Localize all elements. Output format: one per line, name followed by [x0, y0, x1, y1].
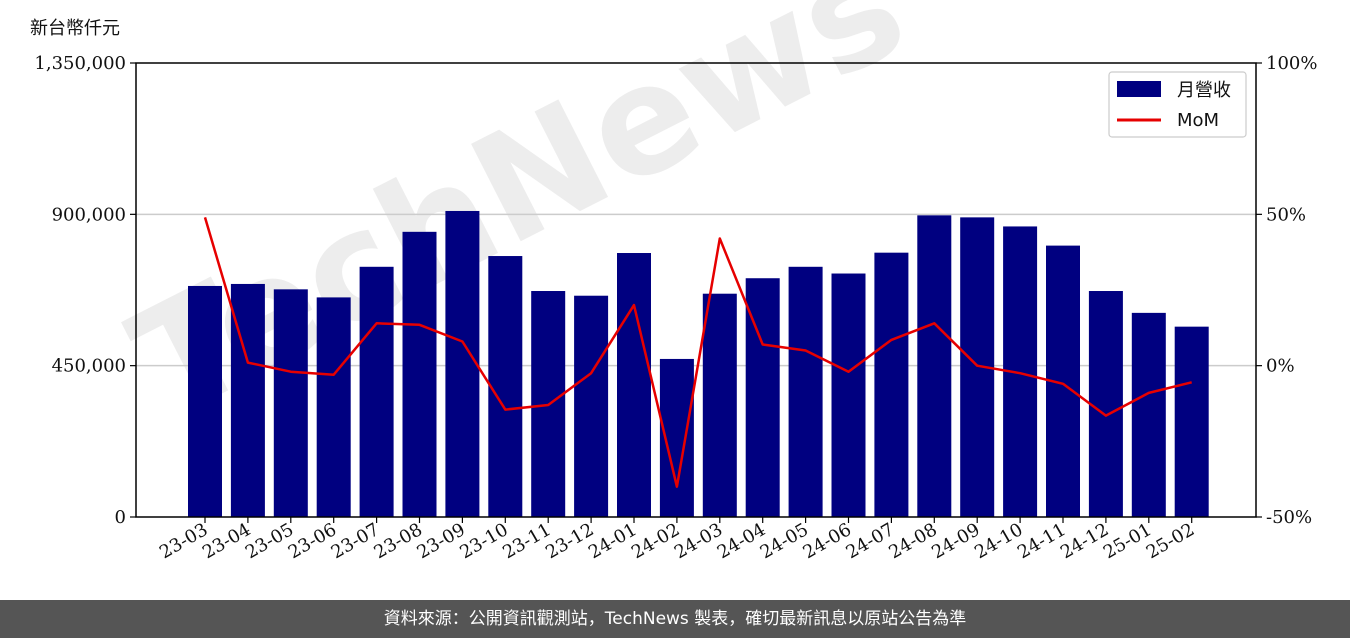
bar-25-02 [1174, 326, 1209, 517]
bar-24-08 [917, 215, 952, 517]
bar-25-01 [1131, 312, 1166, 517]
y-axis-unit-label: 新台幣仟元 [30, 18, 120, 39]
x-tick-label-23-03: 23-03 [156, 519, 211, 563]
plot-frame [135, 62, 1257, 518]
x-tick-label-24-05: 24-05 [757, 519, 812, 563]
x-tick-label-24-09: 24-09 [928, 519, 983, 563]
source-footer: 資料來源：公開資訊觀測站，TechNews 製表，確切最新訊息以原站公告為準 [0, 600, 1350, 638]
x-tick-label-24-10: 24-10 [971, 519, 1026, 563]
right-tick-label: 0% [1266, 356, 1295, 377]
x-tick-label-23-07: 23-07 [328, 519, 383, 563]
x-tick-label-23-12: 23-12 [542, 519, 597, 563]
right-tick-label: 50% [1266, 204, 1306, 225]
x-tick-label-25-02: 25-02 [1143, 519, 1198, 563]
x-tick-label-24-03: 24-03 [671, 519, 726, 563]
bar-23-03 [188, 285, 222, 517]
x-tick-label-24-12: 24-12 [1057, 519, 1112, 563]
left-tick-label: 0 [115, 507, 126, 528]
right-tick-label: 100% [1266, 53, 1317, 74]
x-tick-label-23-06: 23-06 [285, 519, 340, 563]
x-tick-label-24-07: 24-07 [842, 519, 897, 563]
x-tick-label-24-08: 24-08 [885, 519, 940, 563]
x-tick-label-23-09: 23-09 [413, 519, 468, 563]
bar-24-03 [702, 293, 737, 517]
bar-23-08 [402, 231, 437, 517]
x-tick-label-23-04: 23-04 [199, 519, 254, 563]
bar-24-12 [1088, 291, 1123, 517]
x-tick-label-24-11: 24-11 [1014, 519, 1069, 563]
x-tick-label-23-11: 23-11 [499, 519, 554, 563]
monthly-revenue-chart: TechNews 0450,000900,0001,350,000-50%0%5… [34, 0, 1317, 563]
bar-24-07 [874, 252, 909, 517]
legend-label-mom: MoM [1177, 110, 1219, 131]
x-tick-label-24-02: 24-02 [628, 519, 683, 563]
legend-bar-swatch [1117, 81, 1161, 97]
x-tick-label-25-01: 25-01 [1100, 519, 1155, 563]
x-tick-label-24-01: 24-01 [585, 519, 640, 563]
x-tick-label-23-10: 23-10 [456, 519, 511, 563]
bar-23-07 [359, 266, 394, 517]
bar-23-09 [445, 210, 480, 517]
x-tick-label-24-06: 24-06 [800, 519, 855, 563]
bar-24-01 [617, 253, 651, 518]
bar-23-05 [273, 289, 308, 517]
bar-24-06 [831, 273, 866, 517]
bar-24-05 [788, 266, 823, 517]
bar-23-10 [488, 256, 523, 517]
bar-23-06 [316, 297, 351, 517]
legend-label-revenue: 月營收 [1177, 80, 1231, 101]
x-tick-label-23-08: 23-08 [371, 519, 426, 563]
x-tick-label-23-05: 23-05 [242, 519, 297, 563]
mom-line [203, 217, 1192, 488]
left-tick-label: 450,000 [52, 356, 126, 377]
left-tick-label: 1,350,000 [34, 53, 126, 74]
x-tick-label-24-04: 24-04 [714, 519, 769, 563]
bar-23-12 [574, 295, 609, 517]
right-tick-label: -50% [1266, 507, 1312, 528]
left-tick-label: 900,000 [52, 204, 126, 225]
